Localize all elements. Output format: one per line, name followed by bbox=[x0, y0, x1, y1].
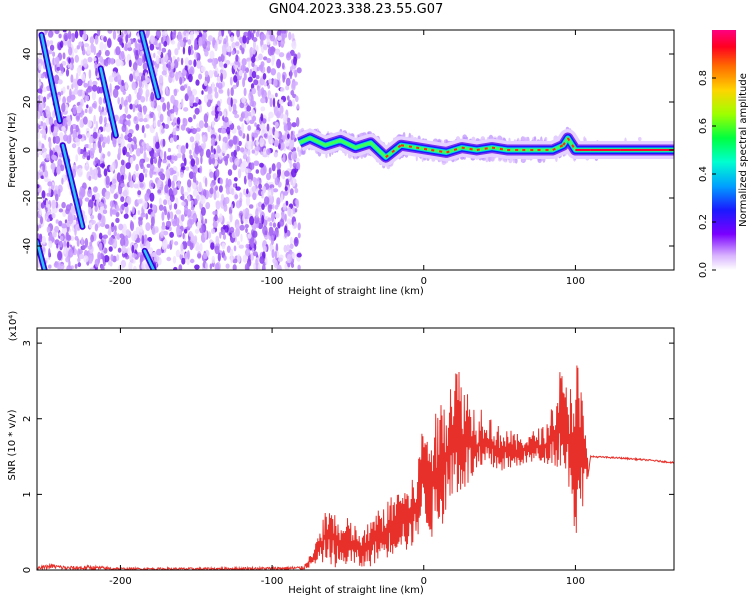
bottom-y-multiplier: (x10⁴) bbox=[8, 311, 19, 342]
top-x-tick-label: 100 bbox=[566, 276, 585, 287]
streak-core bbox=[61, 143, 84, 229]
colorbar-gradient bbox=[712, 30, 736, 270]
bottom-x-tick-label: -200 bbox=[109, 576, 132, 587]
colorbar-tick-label: 0.2 bbox=[698, 214, 709, 230]
top-x-ticks: -200 -100 0 100 bbox=[109, 30, 585, 287]
colorbar-label: Normalized spectral amplitude bbox=[738, 73, 749, 227]
streak-core bbox=[140, 31, 160, 99]
top-y-tick-label: 0 bbox=[22, 147, 33, 153]
bottom-y-ticks: 0 1 2 3 bbox=[22, 340, 674, 573]
top-y-tick-label: 20 bbox=[22, 96, 33, 109]
trace-peak bbox=[431, 149, 447, 154]
bottom-x-axis-label: Height of straight line (km) bbox=[288, 585, 424, 596]
bottom-x-tick-label: 100 bbox=[566, 576, 585, 587]
top-y-ticks: -40 -20 0 20 40 bbox=[22, 48, 674, 254]
streak-core bbox=[143, 249, 156, 270]
bottom-y-tick-label: 0 bbox=[22, 567, 33, 573]
bottom-y-tick-label: 3 bbox=[22, 340, 33, 346]
top-x-tick-label: 0 bbox=[421, 276, 427, 287]
top-x-tick-label: -200 bbox=[109, 276, 132, 287]
top-y-tick-label: -20 bbox=[22, 190, 33, 206]
streak-core bbox=[99, 67, 118, 137]
snr-line bbox=[37, 365, 674, 570]
figure-title: GN04.2023.338.23.55.G07 bbox=[269, 2, 444, 17]
bottom-y-tick-label: 1 bbox=[22, 491, 33, 497]
top-x-axis-label: Height of straight line (km) bbox=[288, 286, 424, 297]
signal-trace bbox=[295, 126, 674, 170]
bottom-y-axis-label: SNR (10 * v/v) bbox=[7, 409, 18, 480]
trace-peak bbox=[446, 146, 463, 154]
trace-peak bbox=[400, 144, 417, 149]
trace-peak bbox=[566, 137, 577, 151]
bottom-x-tick-label: -100 bbox=[261, 576, 284, 587]
top-x-tick-label: -100 bbox=[261, 276, 284, 287]
top-y-tick-label: 40 bbox=[22, 48, 33, 61]
top-y-tick-label: -40 bbox=[22, 238, 33, 254]
streaks bbox=[37, 30, 162, 270]
colorbar: 0.0 0.2 0.4 0.6 0.8 Normalized spectral ampl… bbox=[698, 30, 749, 278]
trace-peak bbox=[562, 137, 569, 146]
top-y-axis-label: Frequency (Hz) bbox=[7, 112, 18, 188]
snr-panel: -200 -100 0 100 0 1 2 3 Height of straight lin… bbox=[7, 311, 675, 596]
trace-peak bbox=[491, 146, 508, 151]
trace-peak bbox=[416, 146, 432, 151]
snr-series-line bbox=[37, 365, 674, 570]
colorbar-tick-label: 0.0 bbox=[698, 262, 709, 278]
colorbar-ticks: 0.0 0.2 0.4 0.6 0.8 bbox=[698, 70, 716, 278]
bottom-x-tick-label: 0 bbox=[421, 576, 427, 587]
colorbar-tick-label: 0.4 bbox=[698, 166, 709, 182]
trace-peak bbox=[476, 146, 493, 151]
colorbar-tick-label: 0.8 bbox=[698, 70, 709, 86]
bottom-y-tick-label: 2 bbox=[22, 416, 33, 422]
trace-peak bbox=[385, 144, 402, 158]
trace-peak bbox=[461, 146, 477, 151]
streak-core bbox=[40, 33, 62, 123]
colorbar-tick-label: 0.6 bbox=[698, 118, 709, 134]
snr-frame bbox=[36, 327, 675, 571]
trace-peak bbox=[552, 144, 564, 151]
bottom-x-ticks: -200 -100 0 100 bbox=[109, 328, 585, 587]
